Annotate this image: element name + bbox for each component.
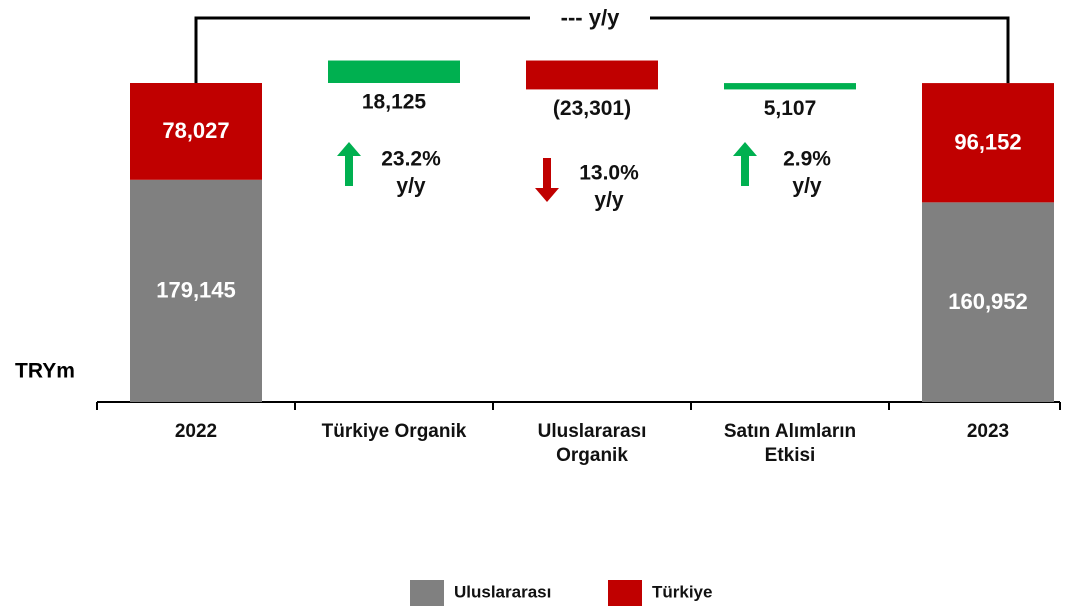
- growth-arrow: [535, 158, 559, 202]
- growth-label: 23.2%: [381, 148, 441, 171]
- x-tick-label: 2023: [966, 421, 1010, 442]
- bracket-label: --- y/y: [561, 5, 620, 30]
- growth-unit: y/y: [594, 189, 624, 212]
- change-bar: [526, 60, 658, 90]
- growth-label: 13.0%: [579, 162, 639, 185]
- bracket-label-bg: [530, 4, 650, 32]
- change-label: 5,107: [764, 97, 817, 120]
- bar-segment: [130, 179, 262, 402]
- value-label: 179,145: [156, 278, 236, 303]
- value-label: 78,027: [162, 118, 229, 143]
- bar-segment: [922, 202, 1054, 402]
- legend-swatch: [608, 580, 642, 606]
- change-bar: [724, 83, 856, 90]
- value-label: 160,952: [948, 289, 1028, 314]
- x-tick-label: Türkiye Organik: [321, 421, 467, 442]
- legend-label: Uluslararası: [454, 582, 551, 601]
- x-tick-label: 2022: [174, 421, 218, 442]
- growth-arrow: [337, 142, 361, 186]
- growth-unit: y/y: [792, 175, 822, 198]
- bar-segment: [922, 83, 1054, 203]
- y-label: TRYm: [15, 360, 75, 383]
- value-label: 96,152: [954, 130, 1021, 155]
- legend-label: Türkiye: [652, 582, 712, 601]
- change-bar: [328, 60, 460, 83]
- growth-arrow: [733, 142, 757, 186]
- growth-unit: y/y: [396, 175, 426, 198]
- change-label: 18,125: [362, 91, 427, 114]
- x-tick-label: Satın Alımların Etkisi: [723, 421, 857, 466]
- growth-label: 2.9%: [783, 148, 831, 171]
- bar-segment: [130, 83, 262, 180]
- x-tick-label: Uluslararası Organik: [537, 421, 647, 466]
- change-label: (23,301): [553, 97, 631, 120]
- legend-swatch: [410, 580, 444, 606]
